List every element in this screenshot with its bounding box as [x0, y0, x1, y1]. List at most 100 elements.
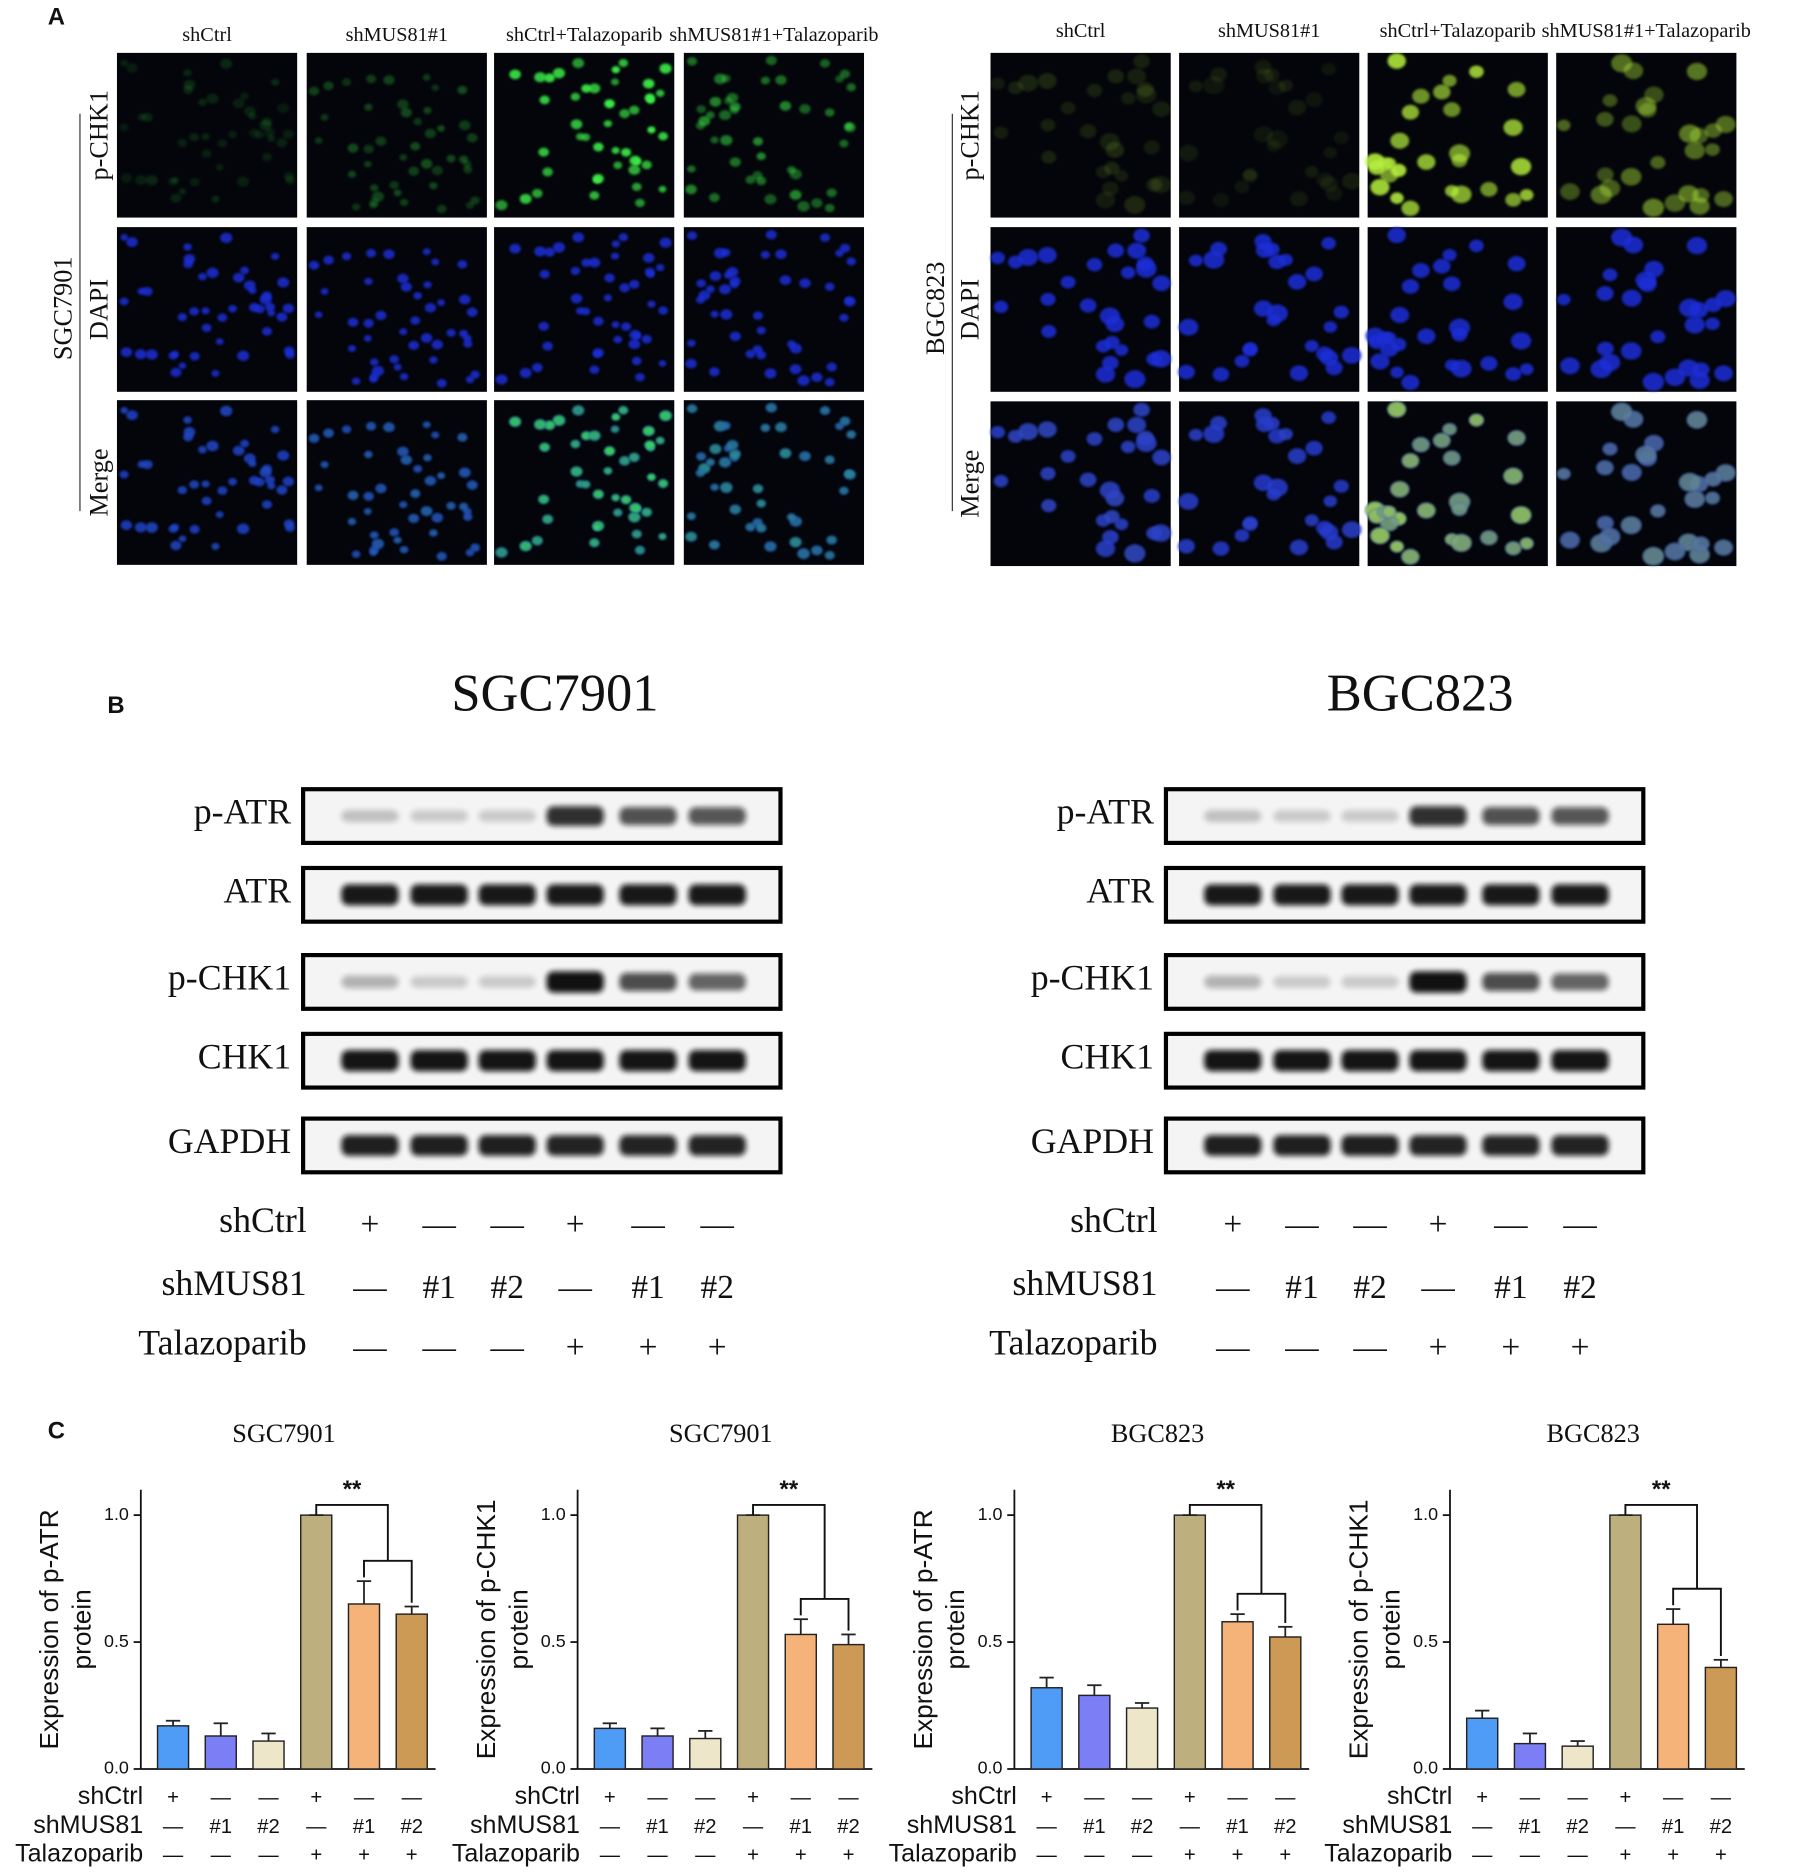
- nucleus: [1086, 83, 1103, 98]
- nucleus-overlay: [1333, 479, 1349, 493]
- nucleus: [1266, 140, 1281, 153]
- condition-mark: —: [743, 1816, 764, 1838]
- nucleus: [641, 334, 652, 344]
- nucleus-overlay: [1018, 423, 1039, 441]
- nucleus: [1212, 193, 1230, 208]
- condition-mark: +: [708, 1329, 727, 1366]
- nucleus: [1620, 168, 1642, 186]
- blot-band: [478, 1050, 536, 1072]
- nucleus-overlay: [459, 502, 469, 511]
- nucleus-overlay: [1678, 472, 1701, 492]
- micrograph: [494, 400, 675, 565]
- nucleus: [1596, 111, 1614, 127]
- bar: [1513, 1742, 1547, 1770]
- nucleus-overlay: [1079, 472, 1097, 487]
- bar: [1704, 1666, 1738, 1770]
- nucleus: [729, 276, 741, 286]
- nucleus: [1255, 242, 1274, 258]
- nucleus: [375, 310, 387, 321]
- nucleus: [424, 302, 437, 313]
- nucleus: [410, 316, 421, 325]
- nucleus: [1278, 79, 1293, 92]
- nucleus-overlay: [1412, 437, 1430, 453]
- nucleus-overlay: [120, 407, 129, 414]
- nucleus: [314, 137, 323, 144]
- nucleus: [422, 74, 431, 81]
- nucleus: [399, 154, 408, 161]
- nucleus: [1114, 170, 1129, 182]
- nucleus-overlay: [1135, 434, 1157, 452]
- nucleus: [1304, 165, 1319, 178]
- nucleus: [1635, 271, 1657, 290]
- nucleus: [1692, 362, 1710, 377]
- nucleus-overlay: [364, 450, 373, 459]
- protein-label: CHK1: [1061, 1036, 1154, 1076]
- nucleus: [1714, 365, 1733, 382]
- nucleus: [519, 193, 532, 204]
- condition-mark: —: [1352, 1206, 1387, 1243]
- blot-band: [1409, 806, 1467, 826]
- nucleus: [1079, 298, 1097, 313]
- nucleus: [589, 191, 600, 200]
- nucleus: [619, 283, 630, 293]
- nucleus-overlay: [323, 428, 334, 438]
- nucleus: [259, 120, 272, 131]
- condition-mark: +: [1571, 1329, 1590, 1366]
- nucleus: [1177, 364, 1195, 380]
- nucleus: [457, 260, 468, 269]
- nucleus: [134, 175, 147, 186]
- condition-mark: +: [795, 1844, 807, 1866]
- nucleus: [168, 351, 178, 360]
- nucleus: [363, 160, 372, 168]
- nucleus: [824, 203, 835, 213]
- condition-mark: +: [1429, 1329, 1448, 1366]
- nucleus: [629, 329, 641, 340]
- row-label: Merge: [84, 448, 113, 516]
- nucleus-overlay: [1150, 524, 1172, 542]
- nucleus: [431, 258, 440, 266]
- blot-band: [1551, 1135, 1609, 1156]
- micrograph: [683, 400, 865, 565]
- nucleus: [1037, 72, 1057, 90]
- nucleus: [120, 347, 133, 358]
- nucleus-overlay: [1450, 534, 1472, 552]
- nucleus-overlay: [347, 490, 359, 500]
- nucleus: [389, 180, 399, 190]
- nucleus: [1289, 191, 1309, 207]
- nucleus: [1114, 344, 1129, 356]
- nucleus-overlay: [789, 537, 802, 548]
- nucleus: [323, 81, 334, 91]
- error-bar: [1230, 1613, 1245, 1622]
- nucleus: [323, 255, 334, 265]
- nucleus: [389, 355, 399, 364]
- nucleus-overlay: [1387, 401, 1406, 418]
- nucleus: [709, 367, 720, 377]
- nucleus-overlay: [410, 489, 421, 498]
- nucleus: [1323, 321, 1338, 333]
- error-bar: [1039, 1676, 1054, 1688]
- nucleus: [826, 362, 837, 372]
- nucleus: [120, 173, 133, 183]
- nucleus: [685, 184, 697, 195]
- nucleus-overlay: [705, 458, 715, 467]
- nucleus: [1510, 157, 1532, 176]
- cell-line-label: SGC7901: [49, 256, 78, 360]
- blot-band: [1204, 884, 1262, 906]
- nucleus: [531, 188, 543, 198]
- condition-mark: —: [306, 1816, 327, 1838]
- nucleus-overlay: [400, 455, 412, 465]
- nucleus: [119, 123, 129, 132]
- nucleus-overlay: [1480, 530, 1498, 546]
- nucleus: [413, 117, 423, 126]
- y-tick-label: 1.0: [541, 1504, 566, 1524]
- error-bar: [698, 1730, 713, 1739]
- nucleus: [270, 78, 280, 86]
- blot-band: [619, 1135, 677, 1156]
- condition-mark: #2: [1131, 1816, 1154, 1838]
- condition-mark: +: [167, 1787, 179, 1809]
- nucleus: [400, 282, 412, 292]
- nucleus: [610, 78, 620, 86]
- condition-mark: —: [1275, 1787, 1296, 1809]
- row-label: DAPI: [956, 279, 985, 340]
- condition-mark: —: [1084, 1844, 1105, 1866]
